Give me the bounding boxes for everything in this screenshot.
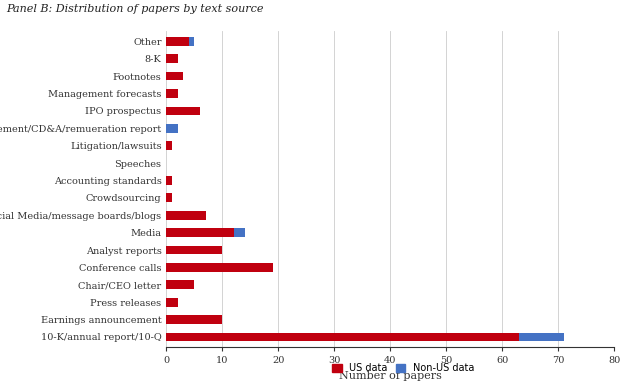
Bar — [189, 37, 195, 46]
Bar — [166, 54, 178, 63]
Bar — [166, 37, 189, 46]
Bar — [166, 298, 178, 306]
Bar — [166, 263, 273, 272]
Bar — [166, 315, 223, 324]
Bar — [166, 211, 205, 220]
Bar — [234, 228, 245, 237]
Bar — [166, 281, 195, 289]
Legend: US data, Non-US data: US data, Non-US data — [328, 359, 478, 377]
Bar — [166, 245, 223, 254]
Bar — [166, 228, 234, 237]
Bar — [166, 124, 178, 133]
Bar — [166, 72, 183, 80]
Bar — [166, 141, 172, 150]
Bar — [166, 107, 200, 115]
Bar — [166, 176, 172, 185]
Bar — [166, 333, 519, 341]
Bar — [166, 89, 178, 98]
Bar — [519, 333, 564, 341]
Text: Panel B: Distribution of papers by text source: Panel B: Distribution of papers by text … — [6, 4, 264, 14]
X-axis label: Number of papers: Number of papers — [339, 371, 442, 381]
Bar — [166, 193, 172, 202]
